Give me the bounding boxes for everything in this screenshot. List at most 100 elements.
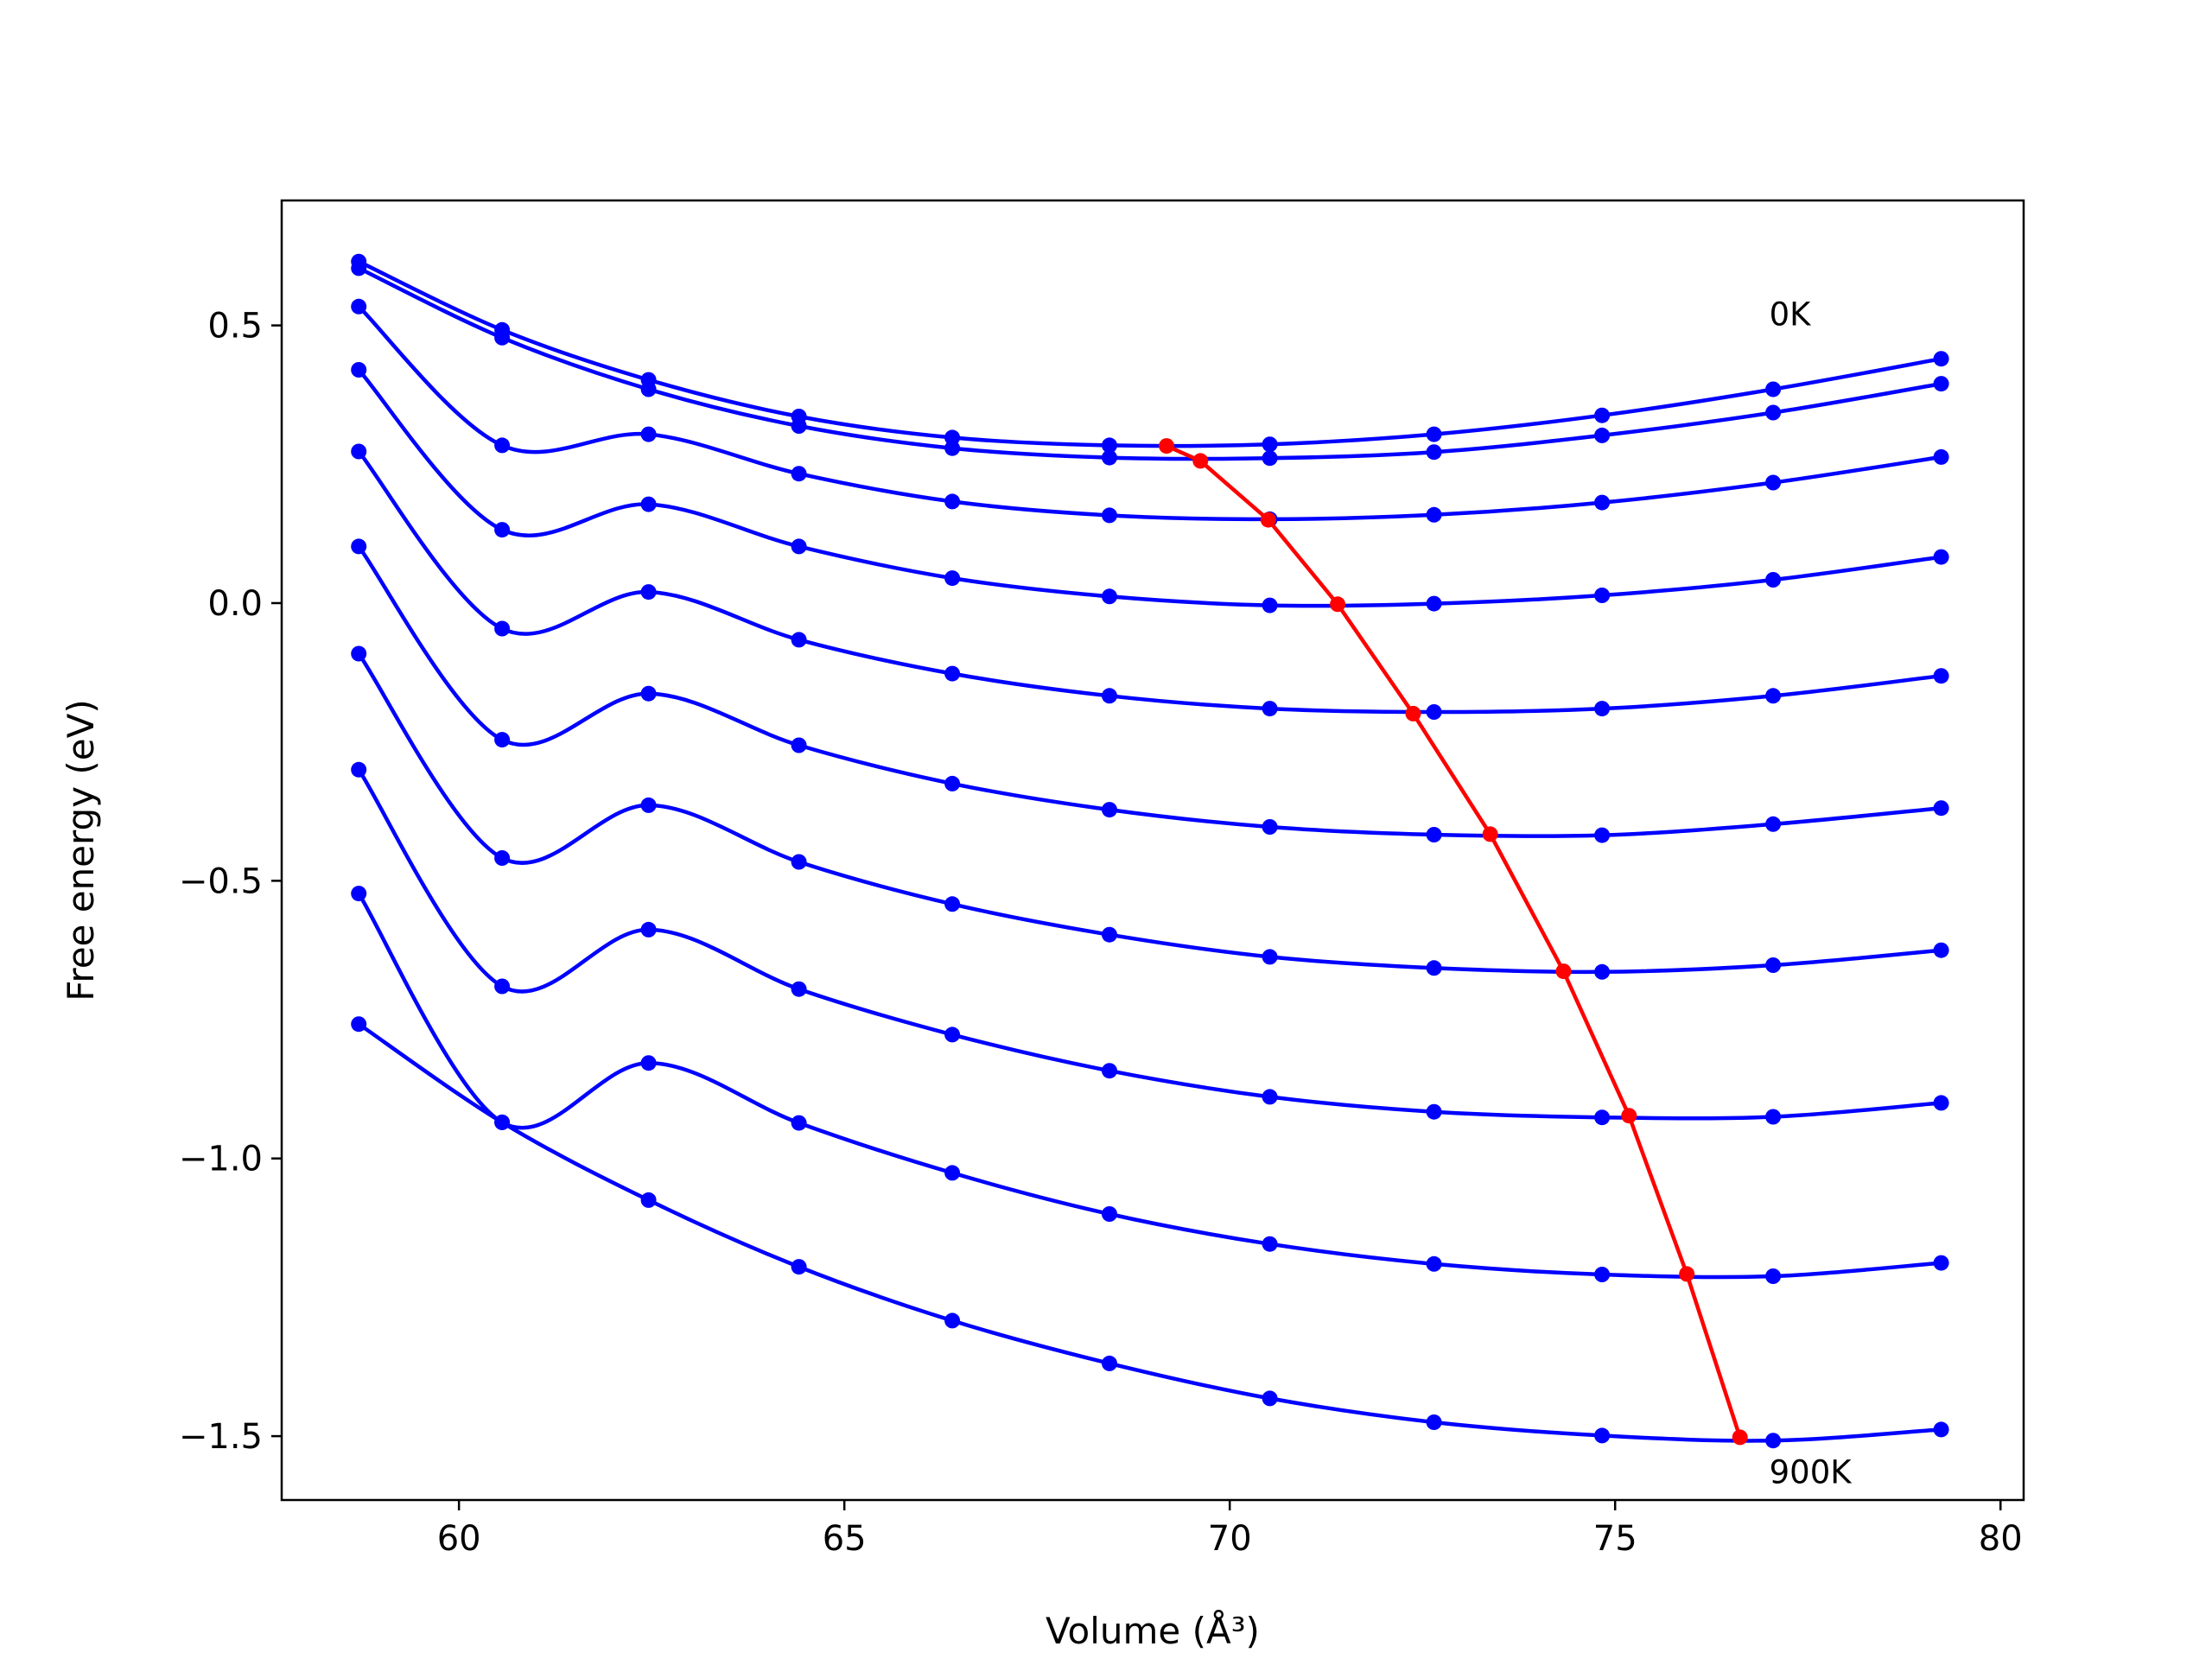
y-tick-label: −0.5 <box>179 861 263 901</box>
isotherm-point <box>1262 1236 1278 1252</box>
isotherm-point <box>1102 688 1117 704</box>
isotherm-point <box>791 737 807 753</box>
isotherm-point <box>640 797 657 813</box>
isotherm-point <box>1594 427 1611 443</box>
isotherm-point <box>1426 595 1442 612</box>
isotherm-point <box>1426 1103 1442 1120</box>
isotherm-point <box>791 466 807 482</box>
isotherm-point <box>1426 704 1442 720</box>
isotherm-point <box>1426 506 1442 523</box>
isotherm-point <box>1933 1255 1949 1271</box>
isotherm-series <box>351 538 1949 843</box>
isotherm-point <box>1426 444 1442 461</box>
isotherm-point <box>351 645 367 662</box>
minimum-path-point <box>1192 453 1209 469</box>
isotherm-line <box>357 652 1942 975</box>
x-tick-label: 70 <box>1208 1519 1252 1559</box>
x-tick-label: 60 <box>437 1519 481 1559</box>
isotherm-line <box>357 892 1942 1280</box>
isotherm-point <box>944 570 961 587</box>
isotherm-point <box>944 440 961 456</box>
isotherm-point <box>944 1027 961 1043</box>
minimum-energy-path <box>1159 438 1748 1446</box>
isotherm-point <box>640 1055 657 1071</box>
minimum-path-point <box>1621 1108 1637 1124</box>
isotherm-point <box>791 1259 807 1275</box>
isotherm-point <box>640 426 657 442</box>
isotherm-point <box>494 522 511 538</box>
isotherm-point <box>1426 426 1442 442</box>
x-tick-label: 65 <box>823 1519 867 1559</box>
x-axis-title: Volume (Å³) <box>1046 1609 1260 1652</box>
isotherm-point <box>1426 1255 1442 1272</box>
isotherm-point <box>791 981 807 997</box>
isotherm-point <box>1426 1414 1442 1430</box>
isotherm-point <box>351 443 367 460</box>
isotherm-point <box>791 854 807 870</box>
isotherm-point <box>351 1016 367 1033</box>
isotherm-point <box>1765 688 1782 704</box>
y-tick-label: 0.5 <box>207 307 263 346</box>
isotherm-point <box>1102 926 1117 943</box>
isotherm-point <box>1933 668 1949 684</box>
isotherm-point <box>1426 827 1442 842</box>
isotherm-point <box>1102 802 1117 818</box>
isotherm-point <box>944 493 961 510</box>
isotherm-point <box>494 437 511 454</box>
isotherm-point <box>1933 1095 1949 1111</box>
isotherm-point <box>351 298 367 315</box>
isotherm-point <box>1765 957 1782 973</box>
isotherm-point <box>1102 1355 1117 1371</box>
isotherm-series <box>351 298 1949 527</box>
isotherm-point <box>944 1313 961 1329</box>
isotherm-point <box>351 362 367 378</box>
isotherm-point <box>1594 1267 1611 1282</box>
isotherm-line <box>357 368 1942 608</box>
minimum-path-point <box>1555 963 1572 980</box>
isotherm-series <box>351 886 1949 1284</box>
isotherm-point <box>640 685 657 702</box>
isotherm-point <box>1102 437 1117 454</box>
isotherm-point <box>494 850 511 866</box>
isotherm-series <box>351 645 1949 980</box>
isotherm-point <box>1765 1433 1782 1449</box>
isotherm-point <box>1765 1268 1782 1284</box>
isotherm-point <box>640 584 657 601</box>
isotherm-point <box>944 1165 961 1181</box>
x-tick-label: 75 <box>1593 1519 1637 1559</box>
isotherm-point <box>1933 800 1949 817</box>
isotherm-point <box>1594 1109 1611 1126</box>
isotherm-point <box>1262 450 1278 467</box>
isotherm-point <box>1765 381 1782 397</box>
isotherm-point <box>640 1192 657 1208</box>
isotherm-point <box>1262 819 1278 835</box>
minimum-path-point <box>1159 438 1175 454</box>
isotherm-point <box>944 665 961 682</box>
isotherm-point <box>944 775 961 791</box>
isotherm-series <box>351 443 1949 720</box>
isotherm-point <box>1933 448 1949 465</box>
annotations: 0K 900K <box>1770 296 1853 1491</box>
minimum-path-line <box>1166 444 1742 1439</box>
isotherm-point <box>1933 351 1949 367</box>
isotherm-point <box>1594 407 1611 423</box>
minimum-path-point <box>1679 1266 1695 1282</box>
isotherm-point <box>1765 572 1782 588</box>
isotherm-point <box>1594 963 1611 980</box>
isotherm-point <box>494 329 511 346</box>
isotherm-point <box>640 921 657 938</box>
isotherm-line <box>357 545 1942 838</box>
y-tick-label: 0.0 <box>207 584 263 624</box>
isotherm-point <box>791 1115 807 1131</box>
isotherm-point <box>791 418 807 434</box>
isotherm-point <box>1102 588 1117 605</box>
isotherm-point <box>351 886 367 902</box>
isotherm-point <box>944 429 961 446</box>
temperature-annotation: 900K <box>1770 1454 1853 1491</box>
isotherm-point <box>1102 1063 1117 1079</box>
isotherm-line <box>357 768 1942 1121</box>
isotherm-point <box>1765 1109 1782 1125</box>
isotherm-series <box>351 761 1949 1126</box>
isotherm-curves <box>351 253 1949 1449</box>
